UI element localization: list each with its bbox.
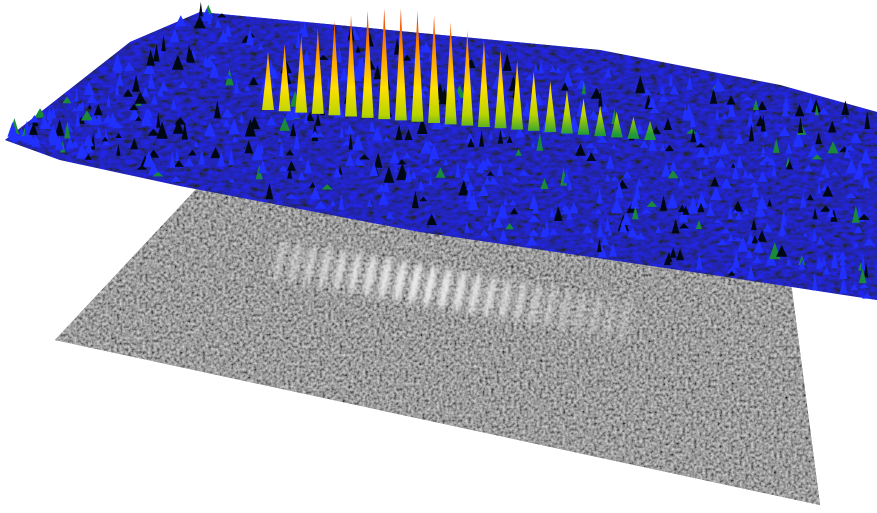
spike [199, 2, 203, 16]
